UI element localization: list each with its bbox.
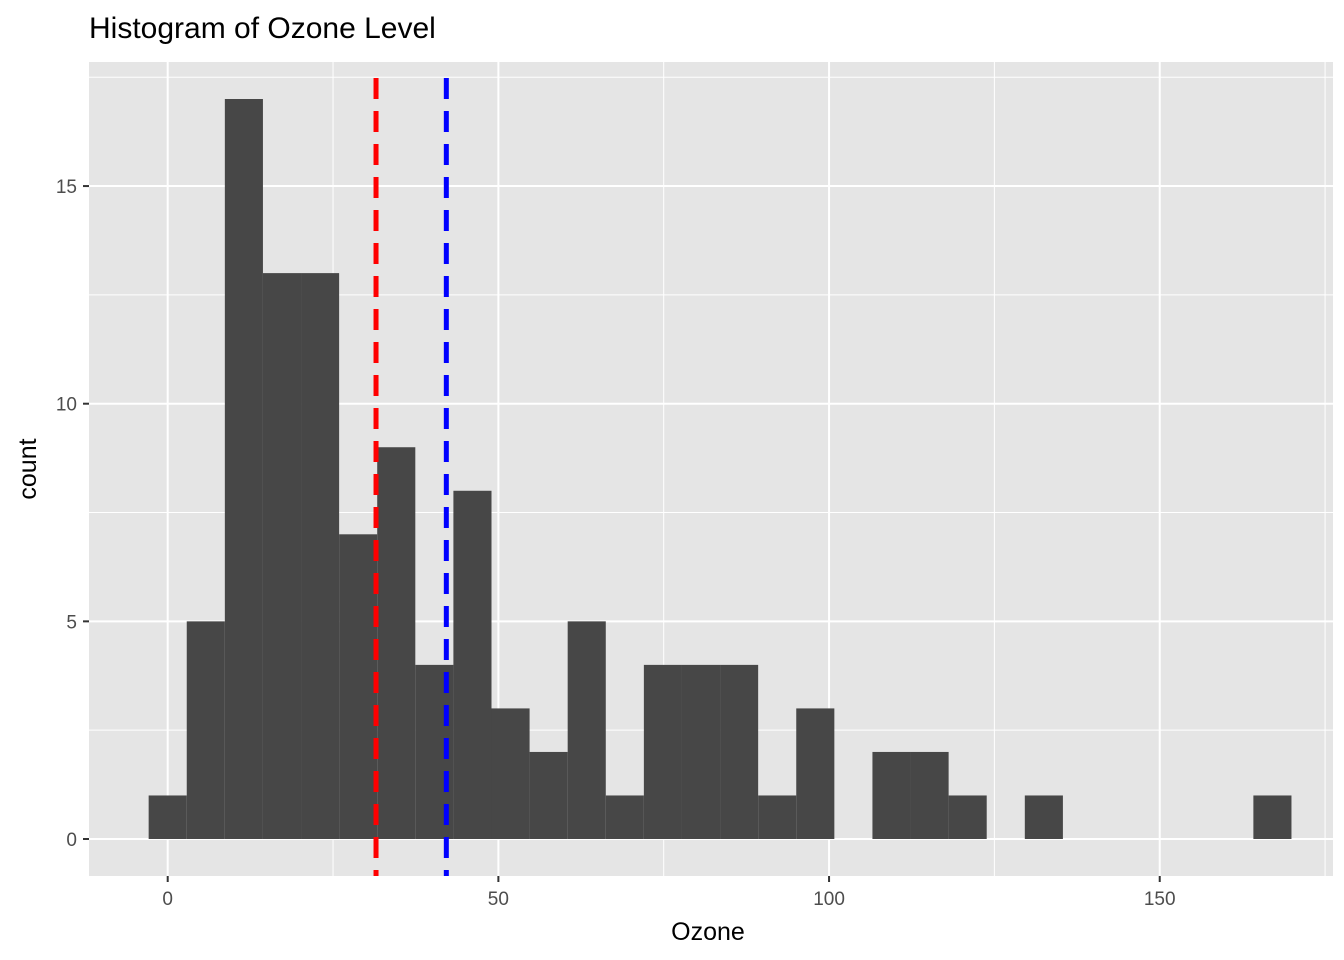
x-tick-label: 0 bbox=[162, 889, 173, 910]
chart-title: Histogram of Ozone Level bbox=[89, 12, 436, 45]
histogram-bar bbox=[224, 99, 263, 839]
histogram-bar bbox=[720, 664, 759, 839]
histogram-bar bbox=[262, 273, 302, 839]
histogram-bar bbox=[872, 751, 911, 839]
histogram-bar bbox=[643, 664, 682, 839]
histogram-bar bbox=[948, 795, 987, 839]
histogram-bar bbox=[681, 664, 721, 839]
x-tick-label: 150 bbox=[1144, 889, 1176, 910]
y-tick-label: 5 bbox=[66, 612, 77, 633]
histogram-bar bbox=[491, 708, 530, 839]
histogram-bar bbox=[758, 795, 797, 839]
histogram-bar bbox=[567, 621, 606, 839]
histogram-bar bbox=[910, 751, 949, 839]
histogram-bar bbox=[529, 751, 568, 839]
y-tick-label: 15 bbox=[56, 177, 77, 198]
y-tick-label: 0 bbox=[66, 830, 77, 851]
histogram-bar bbox=[1024, 795, 1063, 839]
x-tick-label: 50 bbox=[488, 889, 509, 910]
histogram-bar bbox=[186, 621, 225, 839]
minor-gridlines bbox=[89, 62, 1333, 876]
x-tick-label: 100 bbox=[813, 889, 845, 910]
histogram-bar bbox=[377, 447, 416, 839]
histogram-bar bbox=[1253, 795, 1292, 839]
histogram-bar bbox=[339, 534, 378, 839]
histogram-bars bbox=[148, 99, 1292, 839]
histogram-bar bbox=[148, 795, 187, 839]
histogram-bar bbox=[453, 490, 492, 839]
histogram-bar bbox=[796, 708, 835, 839]
histogram-bar bbox=[301, 273, 340, 839]
histogram-bar bbox=[605, 795, 644, 839]
y-axis-title: count bbox=[14, 438, 42, 499]
reference-lines bbox=[373, 78, 449, 876]
y-tick-label: 10 bbox=[56, 395, 77, 416]
x-axis: 0 50 100 150 bbox=[162, 876, 1176, 910]
y-axis: 0 5 10 15 bbox=[56, 177, 89, 851]
x-axis-title: Ozone bbox=[671, 918, 745, 946]
